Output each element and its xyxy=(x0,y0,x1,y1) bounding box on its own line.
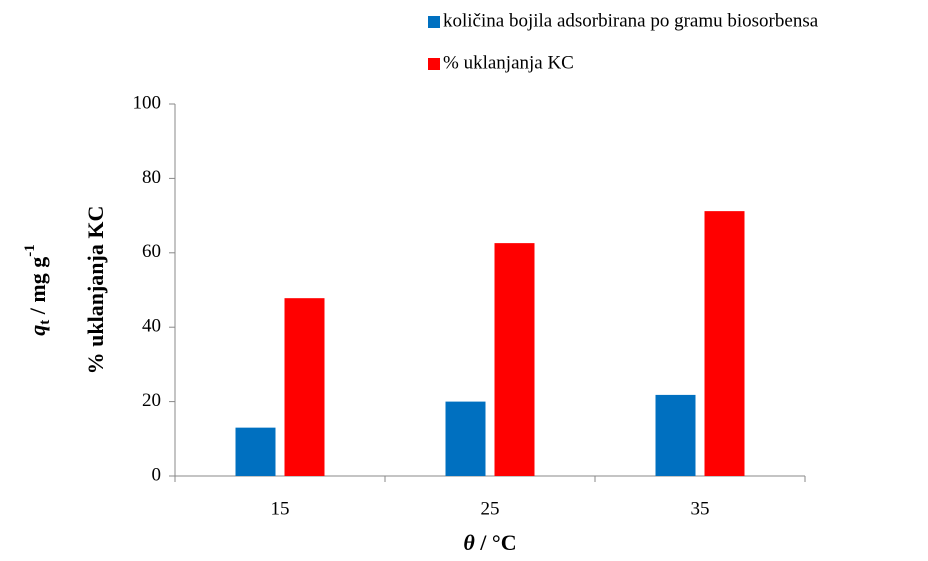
y-label: qt / mg g-1 xyxy=(22,244,53,335)
y-tick-label: 0 xyxy=(152,464,162,485)
y-tick-label: 40 xyxy=(142,316,161,337)
y-tick-label: 60 xyxy=(142,241,161,262)
x-tick-label: 25 xyxy=(481,498,500,519)
legend-swatch xyxy=(428,58,440,70)
x-label-unit: / °C xyxy=(475,530,517,555)
x-label: θ / °C xyxy=(463,530,516,555)
bar xyxy=(445,401,486,476)
bar xyxy=(235,427,276,476)
bar xyxy=(284,298,325,476)
legend-swatch xyxy=(428,16,440,28)
y-label-sup: -1 xyxy=(22,244,38,257)
x-label-symbol: θ xyxy=(463,530,475,555)
y-tick-label: 100 xyxy=(133,92,162,113)
bar xyxy=(704,211,745,477)
legend-label: količina bojila adsorbirana po gramu bio… xyxy=(443,10,819,31)
x-tick-label: 15 xyxy=(271,498,290,519)
bar xyxy=(655,394,696,476)
y-label-sub: t xyxy=(37,320,53,325)
y-label-unit: / mg g xyxy=(25,257,50,320)
y-label-symbol: q xyxy=(25,325,50,336)
bar xyxy=(494,243,535,476)
x-tick-label: 35 xyxy=(691,498,710,519)
y-tick-label: 20 xyxy=(142,390,161,411)
y-tick-label: 80 xyxy=(142,167,161,188)
legend-label: % uklanjanja KC xyxy=(443,52,574,73)
y-label-2: % uklanjanja KC xyxy=(83,206,108,375)
